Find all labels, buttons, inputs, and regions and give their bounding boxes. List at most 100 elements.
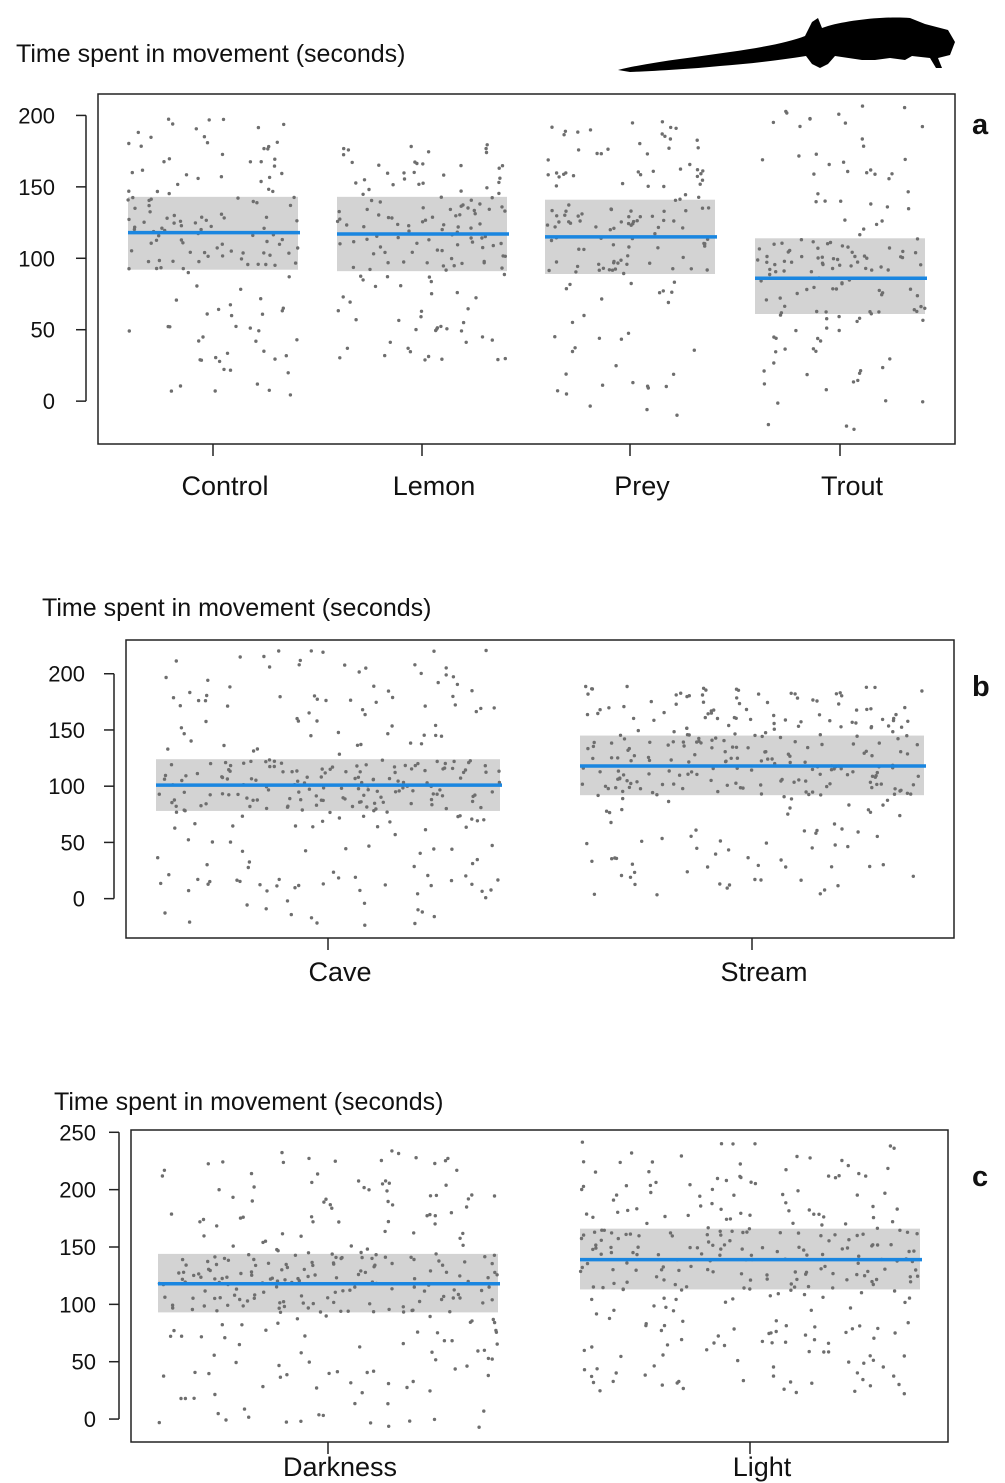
data-point: [276, 1321, 280, 1325]
data-point: [678, 197, 682, 201]
data-point: [356, 787, 361, 791]
data-point: [198, 1220, 202, 1224]
data-point: [344, 847, 348, 851]
data-point: [353, 1401, 357, 1406]
data-point: [173, 826, 177, 830]
data-point: [478, 222, 482, 226]
data-point: [455, 1168, 459, 1173]
data-point: [324, 1197, 328, 1201]
data-point: [673, 1282, 677, 1287]
data-point: [283, 1278, 287, 1282]
data-point: [358, 888, 362, 893]
data-point: [241, 1215, 245, 1219]
data-point: [845, 1246, 850, 1250]
data-point: [705, 1348, 709, 1352]
data-point: [822, 1215, 826, 1219]
data-point: [591, 744, 596, 749]
data-point: [596, 793, 600, 798]
data-point: [247, 860, 252, 864]
data-point: [172, 798, 177, 802]
data-point: [226, 1303, 230, 1308]
data-point: [346, 1309, 350, 1313]
data-point: [656, 246, 660, 250]
data-point: [665, 1343, 670, 1347]
data-point: [887, 246, 892, 250]
data-point: [225, 777, 230, 781]
data-point: [360, 708, 365, 712]
data-point: [913, 251, 918, 255]
data-point: [762, 369, 766, 373]
data-point: [174, 659, 178, 663]
data-point: [881, 1365, 885, 1369]
y-tick-label: 50: [31, 318, 55, 343]
data-point: [629, 781, 633, 786]
data-point: [503, 254, 507, 258]
data-point: [881, 863, 885, 867]
data-point: [469, 226, 473, 230]
data-point: [427, 275, 432, 279]
data-point: [903, 1300, 907, 1305]
data-point: [272, 164, 277, 168]
data-point: [892, 792, 897, 796]
x-category-label: Trout: [821, 471, 884, 501]
data-point: [352, 240, 356, 244]
data-point: [359, 1250, 363, 1255]
ci-bands: [128, 196, 925, 314]
data-point: [180, 778, 184, 783]
data-point: [199, 1335, 204, 1339]
data-point: [666, 300, 671, 305]
data-point: [818, 733, 822, 737]
data-point: [251, 199, 255, 204]
data-point: [771, 1374, 776, 1378]
data-point: [646, 755, 651, 760]
data-point: [739, 1272, 744, 1276]
data-point: [267, 388, 271, 392]
data-point: [869, 168, 873, 172]
mean-lines: [158, 1257, 922, 1286]
data-point: [392, 765, 397, 769]
data-point: [766, 757, 770, 761]
data-point: [594, 1246, 598, 1250]
data-point: [362, 901, 367, 905]
data-point: [582, 247, 586, 252]
data-point: [728, 1217, 733, 1221]
data-point: [592, 892, 597, 896]
data-point: [771, 120, 776, 125]
data-point: [293, 886, 297, 890]
data-point: [661, 289, 665, 293]
data-point: [564, 372, 568, 376]
data-point: [363, 1270, 368, 1275]
data-point: [202, 250, 207, 255]
data-point: [380, 758, 385, 762]
data-point: [367, 844, 371, 848]
data-point: [629, 209, 633, 213]
data-point: [432, 847, 436, 851]
data-point: [729, 756, 733, 760]
data-point: [330, 1252, 334, 1256]
data-point: [879, 265, 883, 269]
data-point: [821, 262, 825, 267]
data-point: [701, 686, 706, 690]
data-point: [458, 1296, 462, 1300]
data-point: [412, 1257, 416, 1262]
data-point: [819, 793, 823, 797]
data-point: [264, 907, 268, 911]
data-point: [286, 804, 290, 808]
y-tick-label: 0: [43, 389, 55, 414]
data-point: [215, 246, 219, 250]
data-point: [426, 354, 431, 359]
data-point: [844, 1330, 848, 1335]
data-point: [703, 244, 707, 248]
data-point: [473, 212, 477, 216]
data-point: [591, 756, 595, 761]
data-point: [280, 1268, 284, 1272]
data-point: [636, 170, 640, 174]
data-point: [660, 132, 664, 136]
data-point: [133, 206, 137, 210]
data-point: [816, 256, 820, 260]
data-point: [495, 1342, 499, 1346]
data-point: [609, 1231, 614, 1235]
data-point: [722, 1343, 727, 1348]
data-point: [200, 215, 204, 219]
data-point: [182, 790, 186, 794]
